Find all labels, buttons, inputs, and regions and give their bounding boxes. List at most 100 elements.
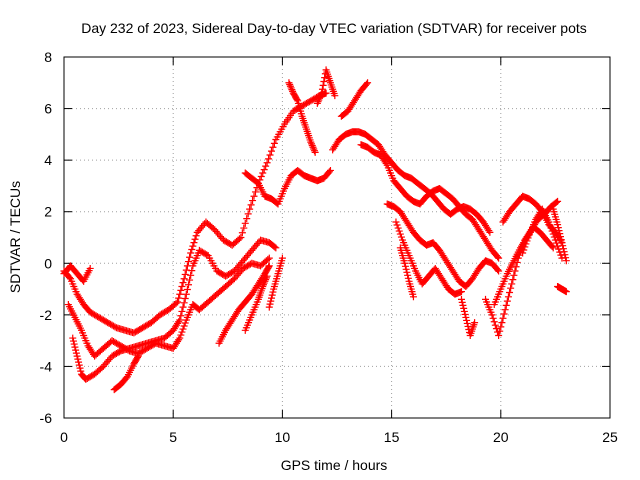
data-point-interp (69, 337, 77, 345)
data-point (246, 205, 254, 213)
data-point-interp (250, 192, 258, 200)
data-point-interp (497, 323, 505, 331)
data-point-interp (184, 281, 192, 289)
x-tick-label: 0 (60, 429, 68, 445)
data-point-interp (310, 145, 318, 153)
data-point-interp (259, 281, 267, 289)
y-tick-label: 0 (44, 255, 52, 271)
data-point-interp (560, 248, 568, 256)
data-point-interp (556, 233, 564, 241)
data-point-interp (266, 151, 274, 159)
series-track-15 (383, 200, 503, 290)
data-point-interp (325, 168, 333, 176)
data-points (60, 66, 570, 394)
data-point-interp (404, 274, 412, 282)
series-track-1 (60, 89, 330, 337)
data-point-interp (458, 298, 466, 306)
data-point (562, 257, 570, 265)
data-point-interp (498, 319, 506, 327)
data-point-interp (402, 265, 410, 273)
data-point (558, 239, 566, 247)
data-point-interp (555, 227, 563, 235)
data-point-interp (267, 294, 275, 302)
data-point-interp (310, 147, 318, 155)
data-point-interp (549, 230, 557, 238)
data-point (545, 218, 553, 226)
data-point (176, 316, 184, 324)
data-point-interp (191, 235, 199, 243)
series-track-8 (265, 254, 286, 311)
data-point (326, 166, 334, 174)
data-point-interp (289, 87, 297, 95)
data-point (265, 262, 273, 270)
data-point-interp (70, 340, 78, 348)
x-tick-label: 15 (384, 429, 400, 445)
data-point (134, 352, 142, 360)
data-point (519, 249, 527, 257)
data-point-interp (314, 98, 322, 106)
x-tick-label: 20 (493, 429, 509, 445)
data-point-interp (172, 299, 180, 307)
data-point-interp (180, 322, 188, 330)
data-point (495, 267, 503, 275)
data-point-interp (260, 279, 268, 287)
data-point-interp (494, 266, 502, 274)
data-point-interp (190, 239, 198, 247)
data-point (409, 293, 417, 301)
data-point (508, 280, 516, 288)
data-point-interp (315, 96, 323, 104)
data-point-interp (404, 271, 412, 279)
data-point-interp (77, 367, 85, 375)
data-point-interp (559, 242, 567, 250)
data-point (278, 254, 286, 262)
data-point (364, 79, 372, 87)
chart-title: Day 232 of 2023, Sidereal Day-to-day VTE… (81, 20, 587, 36)
x-axis-label: GPS time / hours (281, 457, 388, 473)
series-track-9 (241, 166, 334, 208)
data-point-interp (192, 232, 200, 240)
series-track-3 (64, 254, 273, 360)
data-point-interp (293, 96, 301, 104)
data-point (174, 298, 182, 306)
data-point (495, 331, 503, 339)
series-track-5 (110, 352, 142, 394)
data-point-interp (72, 349, 80, 357)
data-point-interp (496, 327, 504, 335)
data-point-interp (265, 263, 273, 271)
data-point-interp (257, 172, 265, 180)
data-point-interp (75, 361, 83, 369)
data-point-interp (269, 143, 277, 151)
data-point (486, 228, 494, 236)
data-point-interp (178, 282, 186, 290)
data-point (462, 313, 470, 321)
data-point-interp (491, 321, 499, 329)
data-point-interp (489, 314, 497, 322)
data-point-interp (308, 142, 316, 150)
data-point-interp (76, 364, 84, 372)
data-point (263, 272, 271, 280)
series-track-13 (337, 79, 372, 120)
data-point-interp (260, 166, 268, 174)
data-point-interp (403, 268, 411, 276)
data-point-interp (181, 319, 189, 327)
tick-marks (63, 56, 611, 419)
data-point (272, 244, 280, 252)
series-track-22 (519, 205, 566, 262)
data-point-interp (520, 246, 528, 254)
data-point (176, 334, 184, 342)
data-point-interp (251, 188, 259, 196)
data-point-interp (286, 82, 294, 90)
data-point-interp (547, 224, 555, 232)
data-point-interp (556, 230, 564, 238)
data-point-interp (316, 93, 324, 101)
data-point-interp (134, 353, 142, 361)
data-point (457, 288, 465, 296)
series-track-12 (329, 128, 494, 236)
data-point-interp (262, 162, 270, 170)
data-point-interp (247, 201, 255, 209)
data-point-interp (522, 240, 530, 248)
y-tick-labels: -6 -4 -2 0 2 4 6 8 (40, 49, 53, 426)
data-point-interp (504, 293, 512, 301)
data-point-interp (552, 198, 560, 206)
series-track-10 (285, 79, 319, 156)
